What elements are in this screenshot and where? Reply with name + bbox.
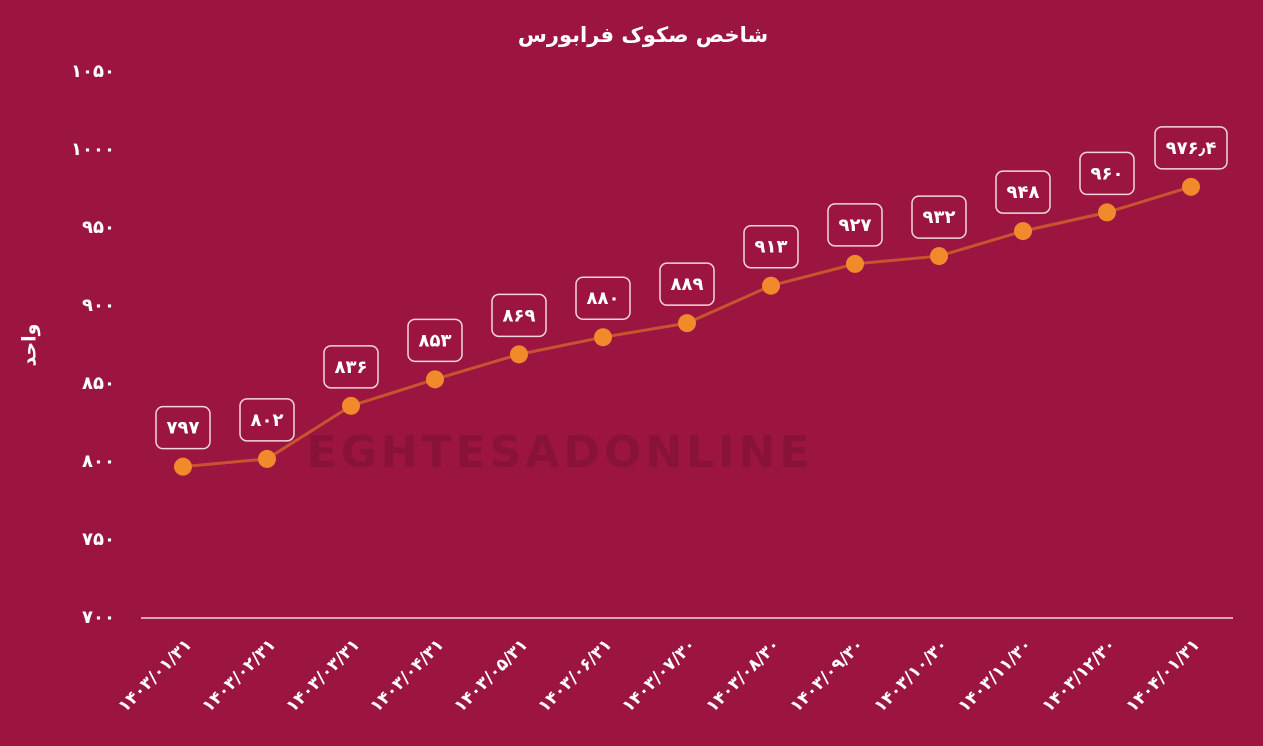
label-box [1154, 126, 1228, 170]
y-tick-label: ۹۵۰ [82, 217, 115, 238]
marker [258, 449, 276, 468]
label-box [827, 203, 883, 247]
marker [510, 345, 528, 364]
data-label: ۸۰۲ [251, 410, 284, 431]
label-box [659, 262, 715, 306]
y-tick-label: ۷۰۰ [82, 607, 115, 628]
data-label: ۹۶۰ [1091, 163, 1124, 184]
marker [678, 314, 696, 333]
y-axis-label: واحد [19, 324, 41, 367]
data-label: ۸۸۰ [587, 288, 620, 309]
y-tick-label: ۷۵۰ [82, 529, 115, 550]
watermark: EGHTESADONLINE [307, 427, 814, 478]
data-label: ۸۸۹ [671, 274, 704, 295]
marker [1098, 203, 1116, 222]
marker [1182, 177, 1200, 196]
marker [1014, 222, 1032, 241]
label-box [323, 345, 379, 389]
label-box [407, 318, 463, 363]
marker [930, 247, 948, 266]
label-box [491, 293, 547, 338]
label-box [743, 224, 799, 269]
label-box [155, 405, 211, 450]
y-tick-label: ۸۰۰ [82, 451, 115, 472]
marker [762, 276, 780, 295]
label-box [911, 195, 967, 239]
data-label: ۹۱۳ [755, 237, 788, 258]
marker [342, 396, 360, 415]
data-label: ۹۲۷ [839, 215, 872, 236]
marker [174, 457, 192, 476]
y-tick-label: ۱۰۰۰ [71, 139, 115, 160]
label-box [995, 170, 1051, 214]
data-label: ۷۹۷ [167, 418, 200, 439]
marker [594, 328, 612, 347]
y-tick-label: ۱۰۵۰ [71, 61, 115, 82]
chart-title: شاخص صکوک فرابورس [518, 23, 768, 47]
data-label: ۸۳۶ [335, 357, 368, 378]
y-tick-label: ۹۰۰ [82, 295, 115, 316]
marker [426, 370, 444, 389]
data-label: ۹۴۸ [1007, 182, 1040, 203]
data-label: ۹۳۲ [923, 207, 956, 228]
y-tick-label: ۸۵۰ [82, 373, 115, 394]
data-label: ۹۷۶٫۴ [1166, 138, 1217, 159]
marker [846, 254, 864, 273]
label-box [575, 276, 631, 320]
data-label: ۸۵۳ [419, 330, 452, 351]
data-label: ۸۶۹ [503, 305, 536, 326]
label-box [1079, 151, 1135, 196]
label-box [239, 398, 295, 442]
